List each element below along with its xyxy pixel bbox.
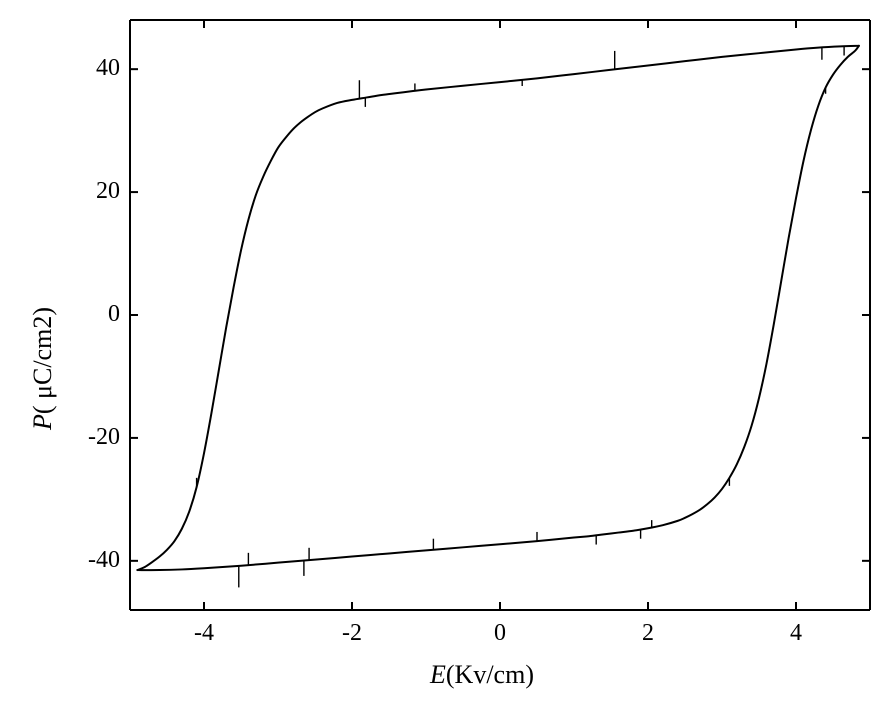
x-axis-label-prefix: E (430, 660, 446, 689)
curve-lower (137, 46, 859, 570)
x-axis-label-suffix: (Kv/cm) (446, 660, 534, 689)
plot-svg (0, 0, 896, 700)
y-axis-label-suffix: ( μC/cm2) (28, 307, 57, 414)
curve-upper (137, 46, 859, 570)
hysteresis-chart: P( μC/cm2) E(Kv/cm) -40-2002040 -4-2024 (0, 0, 896, 700)
x-tick-label: 2 (618, 620, 678, 647)
x-axis-label: E(Kv/cm) (430, 660, 534, 690)
y-axis-label: P( μC/cm2) (28, 307, 58, 430)
x-tick-label: -2 (322, 620, 382, 647)
y-tick-label: 0 (60, 301, 120, 328)
x-tick-label: 4 (766, 620, 826, 647)
y-axis-label-prefix: P (28, 414, 57, 430)
y-tick-label: -40 (60, 547, 120, 574)
x-tick-label: -4 (174, 620, 234, 647)
y-tick-label: 40 (60, 55, 120, 82)
y-tick-label: 20 (60, 178, 120, 205)
y-tick-label: -20 (60, 424, 120, 451)
x-tick-label: 0 (470, 620, 530, 647)
